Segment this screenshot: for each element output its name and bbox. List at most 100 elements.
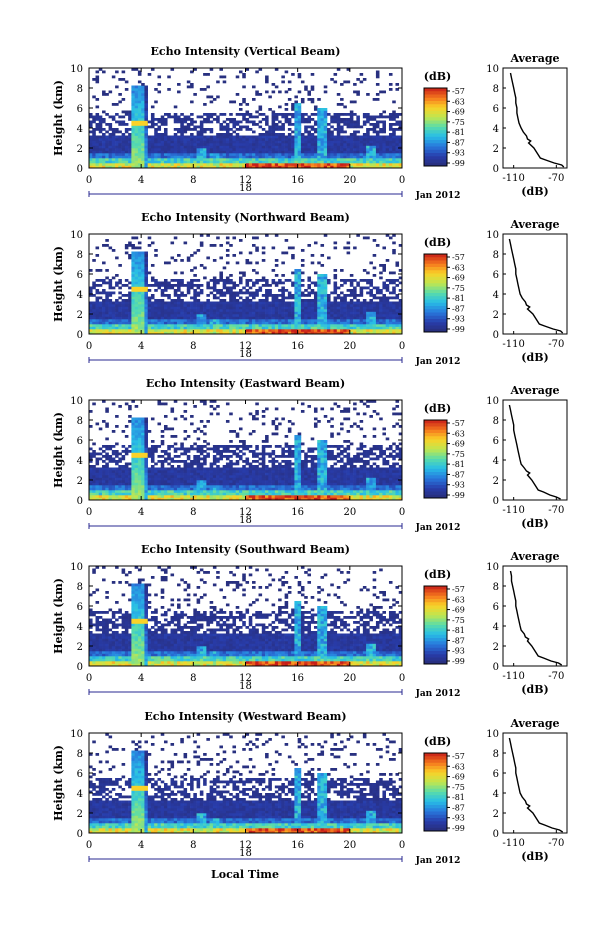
heatmap-cell [330,324,334,327]
heatmap-cell [102,244,106,247]
heatmap-cell [317,128,321,131]
heatmap-cell [151,116,155,119]
heatmap-cell [369,136,373,139]
colorbar-segment [424,316,447,320]
heatmap-cell [190,490,194,493]
heatmap-cell [200,244,204,247]
date-label: Jan 2012 [415,191,461,201]
heatmap-cell [89,468,93,471]
heatmap-cell [246,141,250,144]
heatmap-cell [135,425,139,428]
heatmap-cell [262,158,266,161]
heatmap-cell [373,317,377,320]
heatmap-cell [307,151,311,154]
heatmap-cell [382,128,386,131]
heatmap-cell [376,327,380,330]
heatmap-cell [229,294,233,297]
heatmap-cell [180,460,184,463]
heatmap-cell [157,304,161,307]
heatmap-cell [102,121,106,124]
heatmap-cell [92,443,96,446]
heatmap-cell [311,282,315,285]
heatmap-cell [99,163,103,166]
heatmap-cell [135,423,139,426]
heatmap-cell [96,161,100,164]
heatmap-cell [203,153,207,156]
heatmap-cell [154,304,158,307]
heatmap-cell [317,294,321,297]
heatmap-cell [200,289,204,292]
heatmap-cell [324,158,328,161]
heatmap-cell [294,284,298,287]
heatmap-cell [193,458,197,461]
heatmap-cell [262,151,266,154]
heatmap-cell [268,133,272,136]
heatmap-cell [216,327,220,330]
heatmap-cell [340,113,344,116]
heatmap-cell [294,161,298,164]
heatmap-cell [144,495,148,498]
heatmap-cell [115,453,119,456]
heatmap-cell [389,282,393,285]
heatmap-cell [135,448,139,451]
heatmap-cell [135,153,139,156]
heatmap-cell [307,314,311,317]
heatmap-cell [135,438,139,441]
heatmap-cell [206,163,210,166]
heatmap-cell [337,304,341,307]
heatmap-cell [395,121,399,124]
heatmap-cell [138,324,142,327]
heatmap-cell [278,106,282,109]
heatmap-cell [109,483,113,486]
heatmap-cell [272,148,276,151]
heatmap-cell [128,136,132,139]
heatmap-cell [197,153,201,156]
heatmap-cell [206,309,210,312]
heatmap-cell [105,425,109,428]
heatmap-cell [131,151,135,154]
heatmap-cell [105,445,109,448]
heatmap-cell [255,156,259,159]
x-tick-label: 0 [399,341,405,352]
heatmap-cell [239,151,243,154]
heatmap-cell [337,324,341,327]
heatmap-cell [334,274,338,277]
heatmap-cell [171,151,175,154]
heatmap-cell [128,156,132,159]
heatmap-cell [301,143,305,146]
heatmap-cell [122,304,126,307]
heatmap-cell [317,148,321,151]
heatmap-cell [138,480,142,483]
heatmap-cell [382,327,386,330]
heatmap-cell [206,148,210,151]
average-y-tick-label: 4 [493,290,499,301]
heatmap-cell [144,287,148,290]
heatmap-cell [112,314,116,317]
heatmap-cell [102,158,106,161]
heatmap-cell [131,312,135,315]
heatmap-cell [252,156,256,159]
heatmap-cell [320,128,324,131]
heatmap-cell [356,314,360,317]
heatmap-cell [141,126,145,129]
heatmap-cell [382,299,386,302]
heatmap-cell [180,493,184,496]
heatmap-cell [246,324,250,327]
x-tick-label: 8 [190,175,196,186]
heatmap-cell [177,294,181,297]
heatmap-cell [229,121,233,124]
heatmap-cell [96,463,100,466]
heatmap-cell [131,264,135,267]
colorbar-segment [424,98,447,102]
heatmap-cell [99,148,103,151]
heatmap-cell [376,138,380,141]
heatmap-cell [144,138,148,141]
heatmap-cell [141,473,145,476]
heatmap-cell [144,458,148,461]
heatmap-cell [190,480,194,483]
heatmap-cell [219,126,223,129]
heatmap-cell [395,329,399,332]
heatmap-cell [135,158,139,161]
heatmap-cell [249,113,253,116]
heatmap-cell [151,302,155,305]
